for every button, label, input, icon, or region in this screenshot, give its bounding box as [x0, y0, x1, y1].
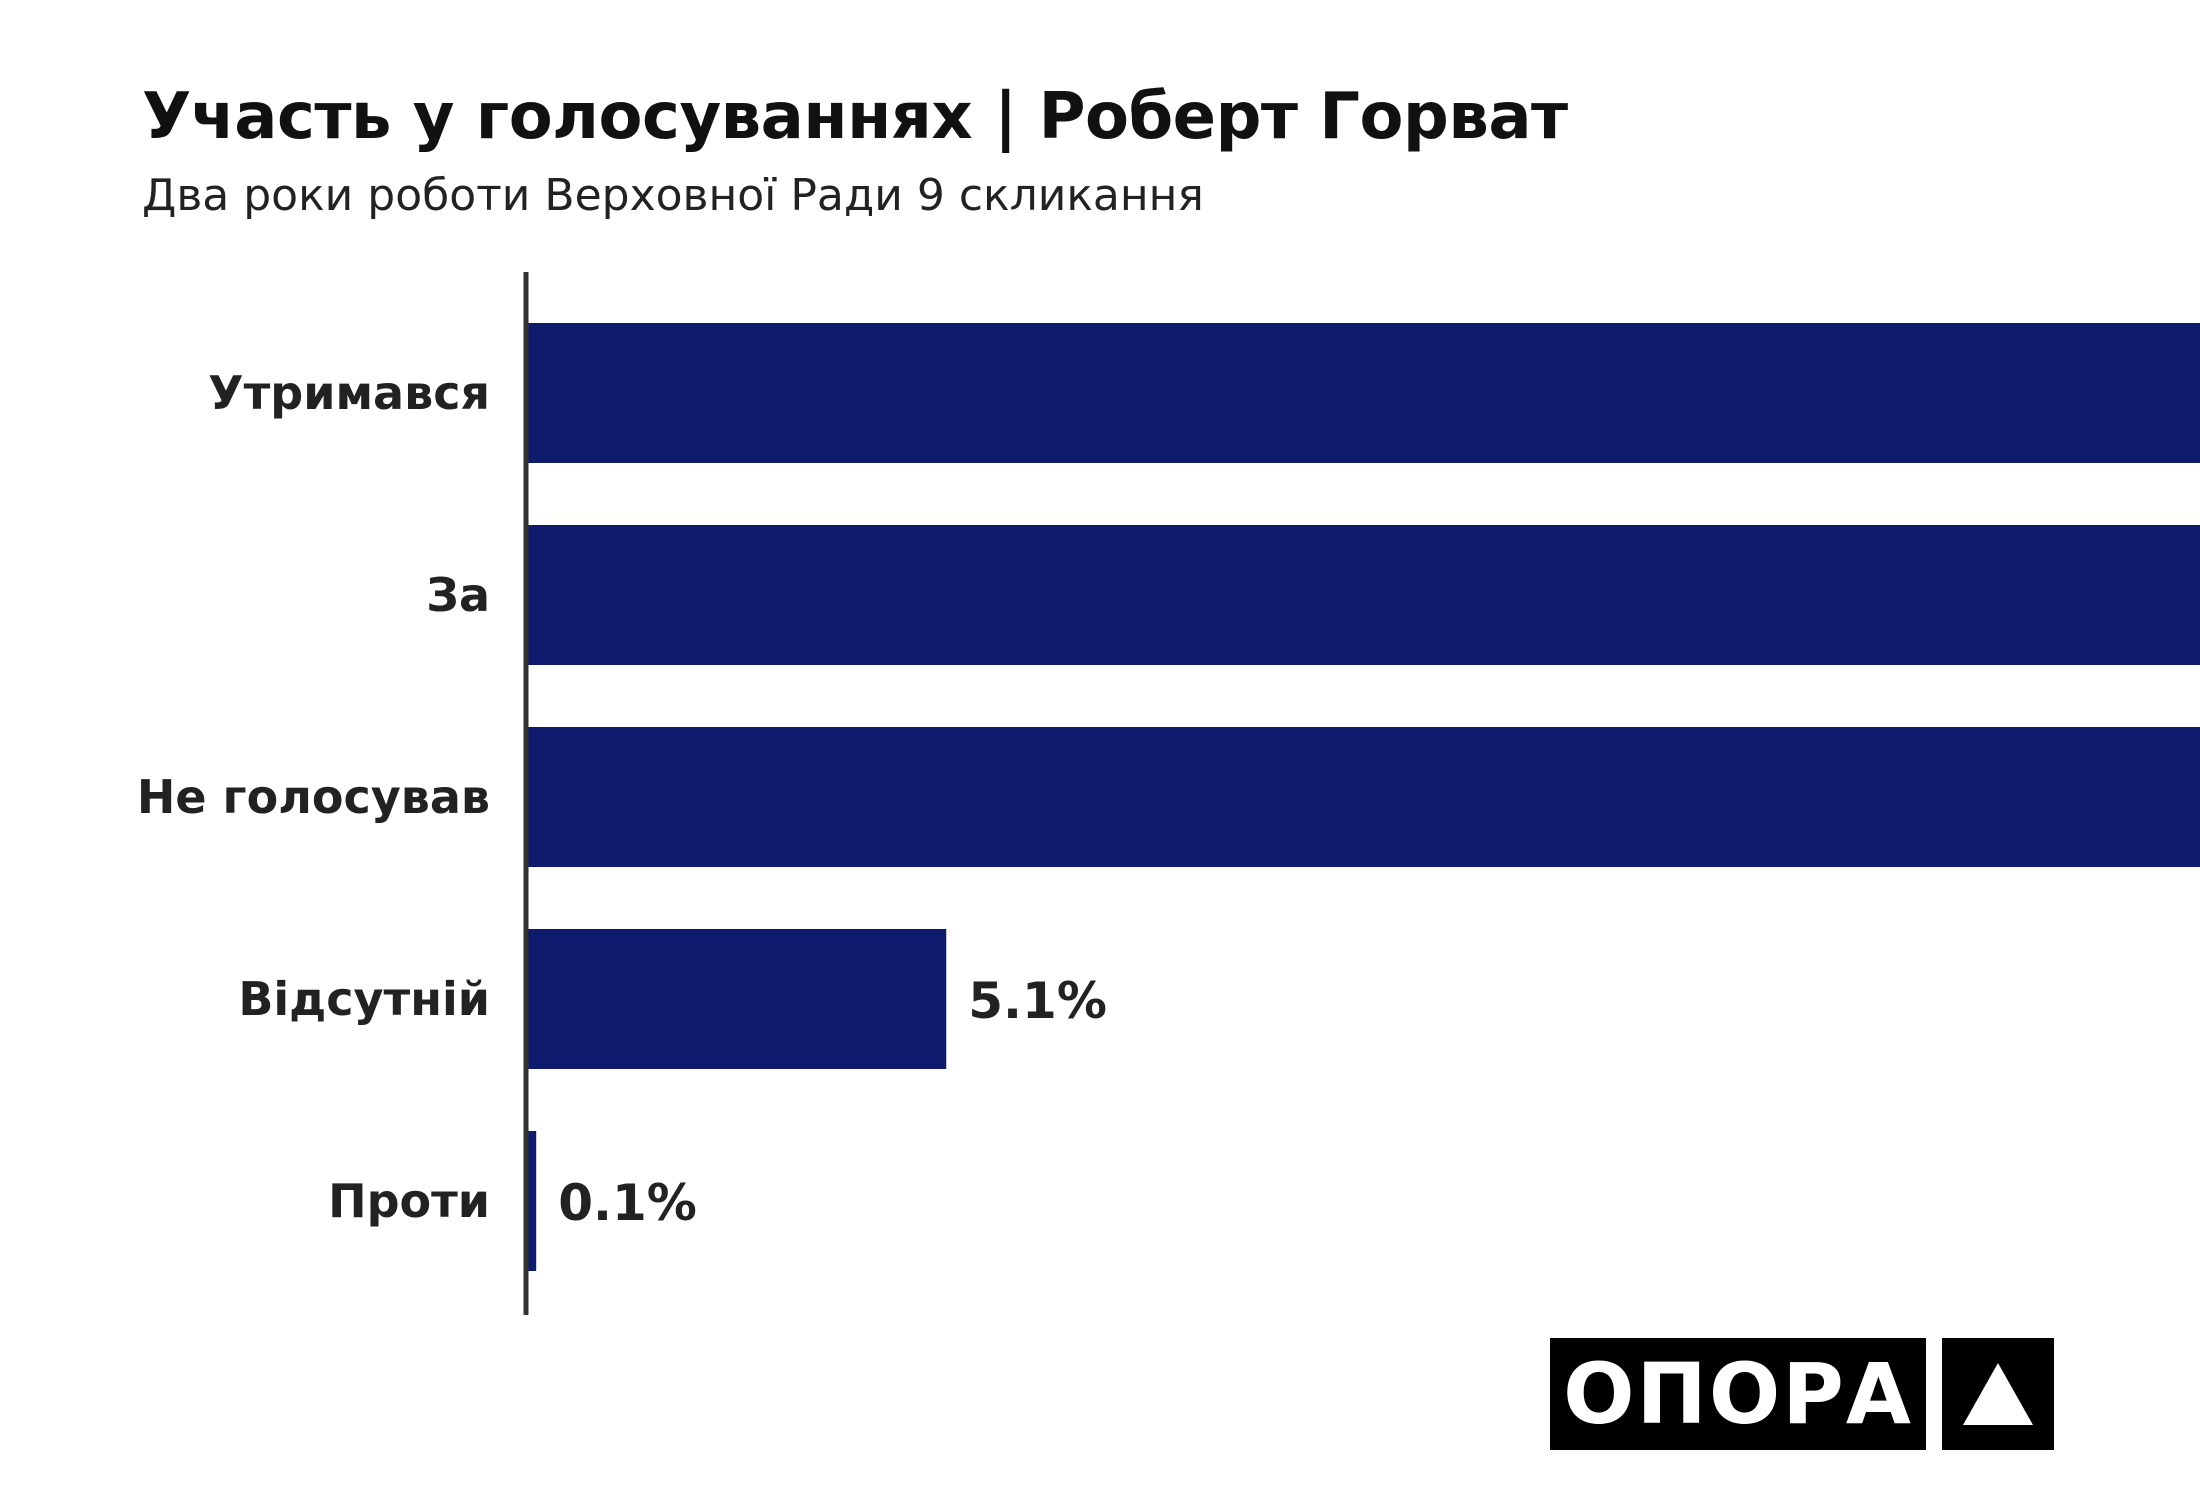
value-label: 0.1%: [558, 1174, 697, 1232]
value-label: 5.1%: [968, 972, 1107, 1030]
bar-3: [528, 929, 947, 1069]
category-label: За: [426, 568, 490, 622]
opora-logo: ОПОРА: [1550, 1338, 2054, 1450]
chart-title: Участь у голосуваннях | Роберт Горват: [142, 80, 1568, 154]
category-label: Не голосував: [137, 770, 490, 824]
bar-1: [528, 525, 2200, 665]
bar-2: [528, 727, 2200, 867]
bar-4: [528, 1131, 537, 1271]
bars-layer: Утримався37.8%За32.3%Не голосував24.7%Ві…: [137, 323, 2200, 1271]
chart-subtitle: Два роки роботи Верховної Ради 9 скликан…: [142, 170, 1204, 221]
logo-text: ОПОРА: [1550, 1338, 1926, 1450]
category-label: Відсутній: [238, 972, 490, 1026]
category-label: Утримався: [208, 366, 490, 420]
bar-0: [528, 323, 2200, 463]
triangle-icon: [1942, 1338, 2054, 1450]
category-label: Проти: [328, 1174, 490, 1228]
